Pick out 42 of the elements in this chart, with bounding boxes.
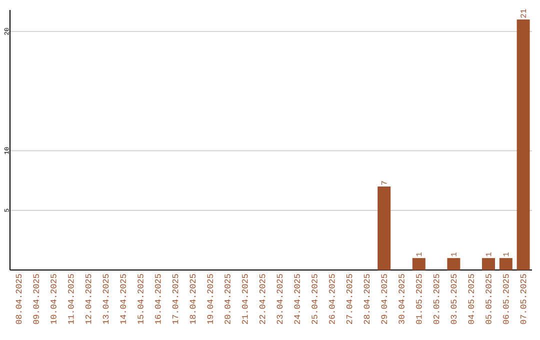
x-tick-label: 20.04.2025 xyxy=(224,274,230,324)
x-tick-label: 18.04.2025 xyxy=(190,274,196,324)
x-tick-label: 08.04.2025 xyxy=(16,274,22,324)
x-tick-label: 25.04.2025 xyxy=(312,274,318,324)
x-tick-label: 02.05.2025 xyxy=(433,274,440,324)
data-label: 1 xyxy=(486,252,492,256)
x-tick-label: 03.05.2025 xyxy=(450,274,457,324)
x-tick-label: 17.04.2025 xyxy=(172,274,178,324)
x-tick-label: 10.04.2025 xyxy=(50,274,56,324)
data-label: 1 xyxy=(416,252,422,256)
data-label: 7 xyxy=(381,181,387,185)
x-tick-label: 28.04.2025 xyxy=(364,274,370,324)
x-tick-label: 27.04.2025 xyxy=(346,274,352,324)
bar xyxy=(516,20,530,270)
data-label: 1 xyxy=(451,252,456,256)
x-tick-label: 05.05.2025 xyxy=(486,274,492,324)
x-tick-label: 16.04.2025 xyxy=(155,274,161,324)
x-tick-label: 21.04.2025 xyxy=(242,274,248,324)
x-tick-label: 06.05.2025 xyxy=(503,274,509,324)
x-tick-label: 01.05.2025 xyxy=(416,274,422,324)
x-tick-label: 19.04.2025 xyxy=(207,274,213,324)
bar xyxy=(482,258,496,270)
x-tick-label: 24.04.2025 xyxy=(294,274,300,324)
x-tick-label: 09.04.2025 xyxy=(33,274,39,324)
bar xyxy=(499,258,512,270)
bar xyxy=(412,258,426,270)
data-label: 21 xyxy=(520,9,526,18)
x-tick-label: 15.04.2025 xyxy=(138,274,144,324)
x-tick-label: 12.04.2025 xyxy=(85,274,92,324)
x-tick-label: 07.05.2025 xyxy=(520,274,526,324)
x-tick-label: 13.04.2025 xyxy=(102,274,109,324)
x-tick-label: 26.04.2025 xyxy=(329,274,335,324)
x-tick-label: 11.04.2025 xyxy=(68,274,74,324)
x-tick-label: 30.04.2025 xyxy=(398,274,404,324)
bar xyxy=(447,258,460,270)
x-tick-label: 22.04.2025 xyxy=(259,274,266,324)
x-tick-label: 14.04.2025 xyxy=(120,274,126,324)
x-tick-label: 23.04.2025 xyxy=(276,274,283,324)
x-tick-label: 04.05.2025 xyxy=(468,274,474,324)
bar xyxy=(378,186,391,270)
x-tick-label: 29.04.2025 xyxy=(381,274,387,324)
data-label: 1 xyxy=(503,252,509,256)
